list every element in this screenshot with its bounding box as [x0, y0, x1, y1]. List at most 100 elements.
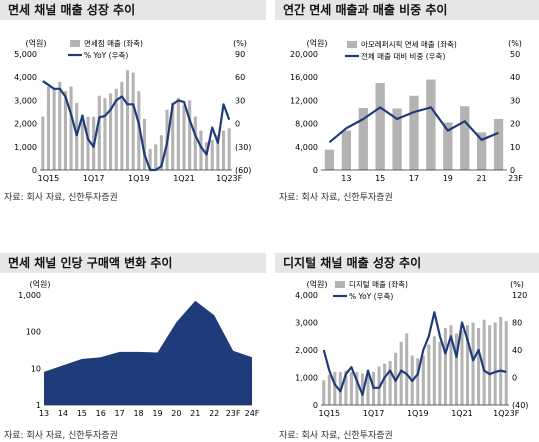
x-tick-label: 18 — [133, 409, 143, 418]
legend-bar-swatch — [347, 41, 357, 48]
x-tick-label: 1Q17 — [83, 174, 105, 183]
bar — [488, 325, 492, 405]
panel-title: 연간 면세 매출과 매출 비중 추이 — [275, 0, 539, 20]
x-tick-label: 1Q23F — [493, 409, 520, 418]
left-tick-label: 5,000 — [14, 50, 37, 59]
bar — [421, 355, 425, 405]
legend-bar-label: 디지털 매출 (좌축) — [349, 279, 408, 289]
bar — [159, 135, 163, 170]
bar — [460, 106, 470, 170]
bar — [405, 333, 409, 405]
right-axis-unit: (%) — [510, 280, 524, 289]
bar — [41, 116, 45, 170]
bar — [438, 341, 442, 405]
left-tick-label: 2,000 — [14, 120, 37, 129]
bar — [327, 374, 331, 405]
bar — [360, 373, 364, 405]
panel-duty-free-sales: 면세 채널 매출 성장 추이 (억원) (%) 0 1,000 2,000 3,000 4,… — [0, 0, 266, 205]
x-tick-label: 1Q17 — [363, 409, 385, 418]
bar — [324, 149, 335, 170]
source-note: 자료: 회사 자료, 신한투자증권 — [4, 193, 118, 203]
x-tick-label: 23F — [508, 174, 523, 183]
legend-line-label: % YoY (우축) — [349, 292, 393, 301]
legend-line-label: % YoY (우축) — [84, 51, 128, 60]
right-tick-label: 0 — [510, 166, 515, 175]
bar — [171, 102, 175, 170]
right-tick-label: 40 — [512, 346, 522, 355]
source-note: 자료: 회사 자료, 신한투자증권 — [279, 431, 393, 441]
x-tick-label: 13 — [341, 174, 351, 183]
bar — [476, 132, 487, 170]
source-note: 자료: 회사 자료, 신한투자증권 — [4, 431, 118, 441]
panel-title: 면세 채널 인당 구매액 변화 추이 — [0, 253, 266, 273]
right-tick-label: 30 — [510, 96, 520, 105]
chart-duty-free-sales: (억원) (%) 0 1,000 2,000 3,000 4,000 5,000 (60) (30… — [14, 38, 251, 183]
right-tick-label: 0 — [235, 120, 240, 129]
bar — [216, 135, 220, 170]
bar — [52, 88, 56, 170]
left-tick-label: 1,000 — [18, 291, 41, 300]
right-tick-label: 0 — [512, 374, 517, 383]
area-series — [44, 300, 252, 405]
left-axis-unit: (억원) — [307, 279, 328, 289]
left-tick-label: 2,000 — [295, 346, 318, 355]
bar — [125, 70, 130, 170]
left-tick-label: 0 — [313, 166, 318, 175]
x-tick-label: 22 — [209, 409, 219, 418]
bar — [388, 361, 392, 405]
bar — [355, 372, 359, 405]
left-tick-label: 4,000 — [295, 291, 318, 300]
left-tick-label: 4,000 — [295, 143, 318, 152]
right-axis-unit: (%) — [233, 39, 247, 48]
bar — [221, 130, 226, 170]
right-tick-label: 10 — [510, 143, 520, 152]
bar — [432, 336, 436, 405]
legend-line-label: 전체 매출 대비 비중 (우축) — [361, 51, 445, 61]
line-series — [328, 106, 499, 144]
right-tick-label: 80 — [512, 319, 522, 328]
bar — [114, 88, 118, 170]
right-tick-label: (30) — [235, 143, 251, 152]
left-tick-label: 1,000 — [14, 143, 37, 152]
bar — [344, 370, 348, 405]
right-tick-label: 20 — [510, 120, 520, 129]
bar — [69, 86, 73, 170]
x-tick-label: 1Q15 — [38, 174, 60, 183]
bar — [86, 116, 90, 170]
legend-bar-swatch — [70, 40, 80, 47]
x-tick-label: 1Q23F — [216, 174, 243, 183]
panel-annual-duty-free: 연간 면세 매출과 매출 비중 추이 (억원) (%) 0 4,000 8,000 12,… — [275, 0, 539, 205]
x-tick-label: 1Q21 — [173, 174, 195, 183]
left-axis-unit: (억원) — [26, 38, 47, 48]
x-tick-label: 16 — [96, 409, 106, 418]
bar — [375, 83, 385, 170]
right-tick-label: (40) — [512, 401, 528, 410]
right-tick-label: 90 — [235, 50, 245, 59]
left-axis-unit: (억원) — [307, 38, 328, 48]
left-tick-label: 3,000 — [14, 96, 37, 105]
x-tick-label: 1Q19 — [128, 174, 150, 183]
right-tick-label: (60) — [235, 166, 251, 175]
x-tick-label: 24F — [245, 409, 260, 418]
panel-title: 디지털 채널 매출 성장 추이 — [275, 253, 539, 273]
chart-per-capita-spend: (억원) 1 10 100 1,000 13 14 15 16 17 18 19 20 21 22 23F 24… — [18, 279, 260, 418]
x-tick-label: 17 — [409, 174, 419, 183]
bar — [358, 107, 368, 170]
bar — [80, 114, 84, 170]
bar — [176, 98, 180, 170]
source-note: 자료: 회사 자료, 신한투자증권 — [279, 193, 393, 203]
right-tick-label: 40 — [510, 73, 520, 82]
right-tick-label: 120 — [512, 291, 527, 300]
bar — [477, 328, 481, 405]
right-tick-label: 50 — [510, 50, 520, 59]
right-tick-label: 30 — [235, 96, 245, 105]
bar — [103, 98, 107, 170]
left-tick-label: 10 — [31, 364, 41, 373]
line-series — [322, 311, 507, 396]
bar — [493, 118, 504, 170]
bar — [443, 328, 447, 405]
left-tick-label: 4,000 — [14, 73, 37, 82]
left-tick-label: 12,000 — [290, 96, 318, 105]
x-tick-label: 21 — [190, 409, 200, 418]
bar — [460, 330, 464, 405]
